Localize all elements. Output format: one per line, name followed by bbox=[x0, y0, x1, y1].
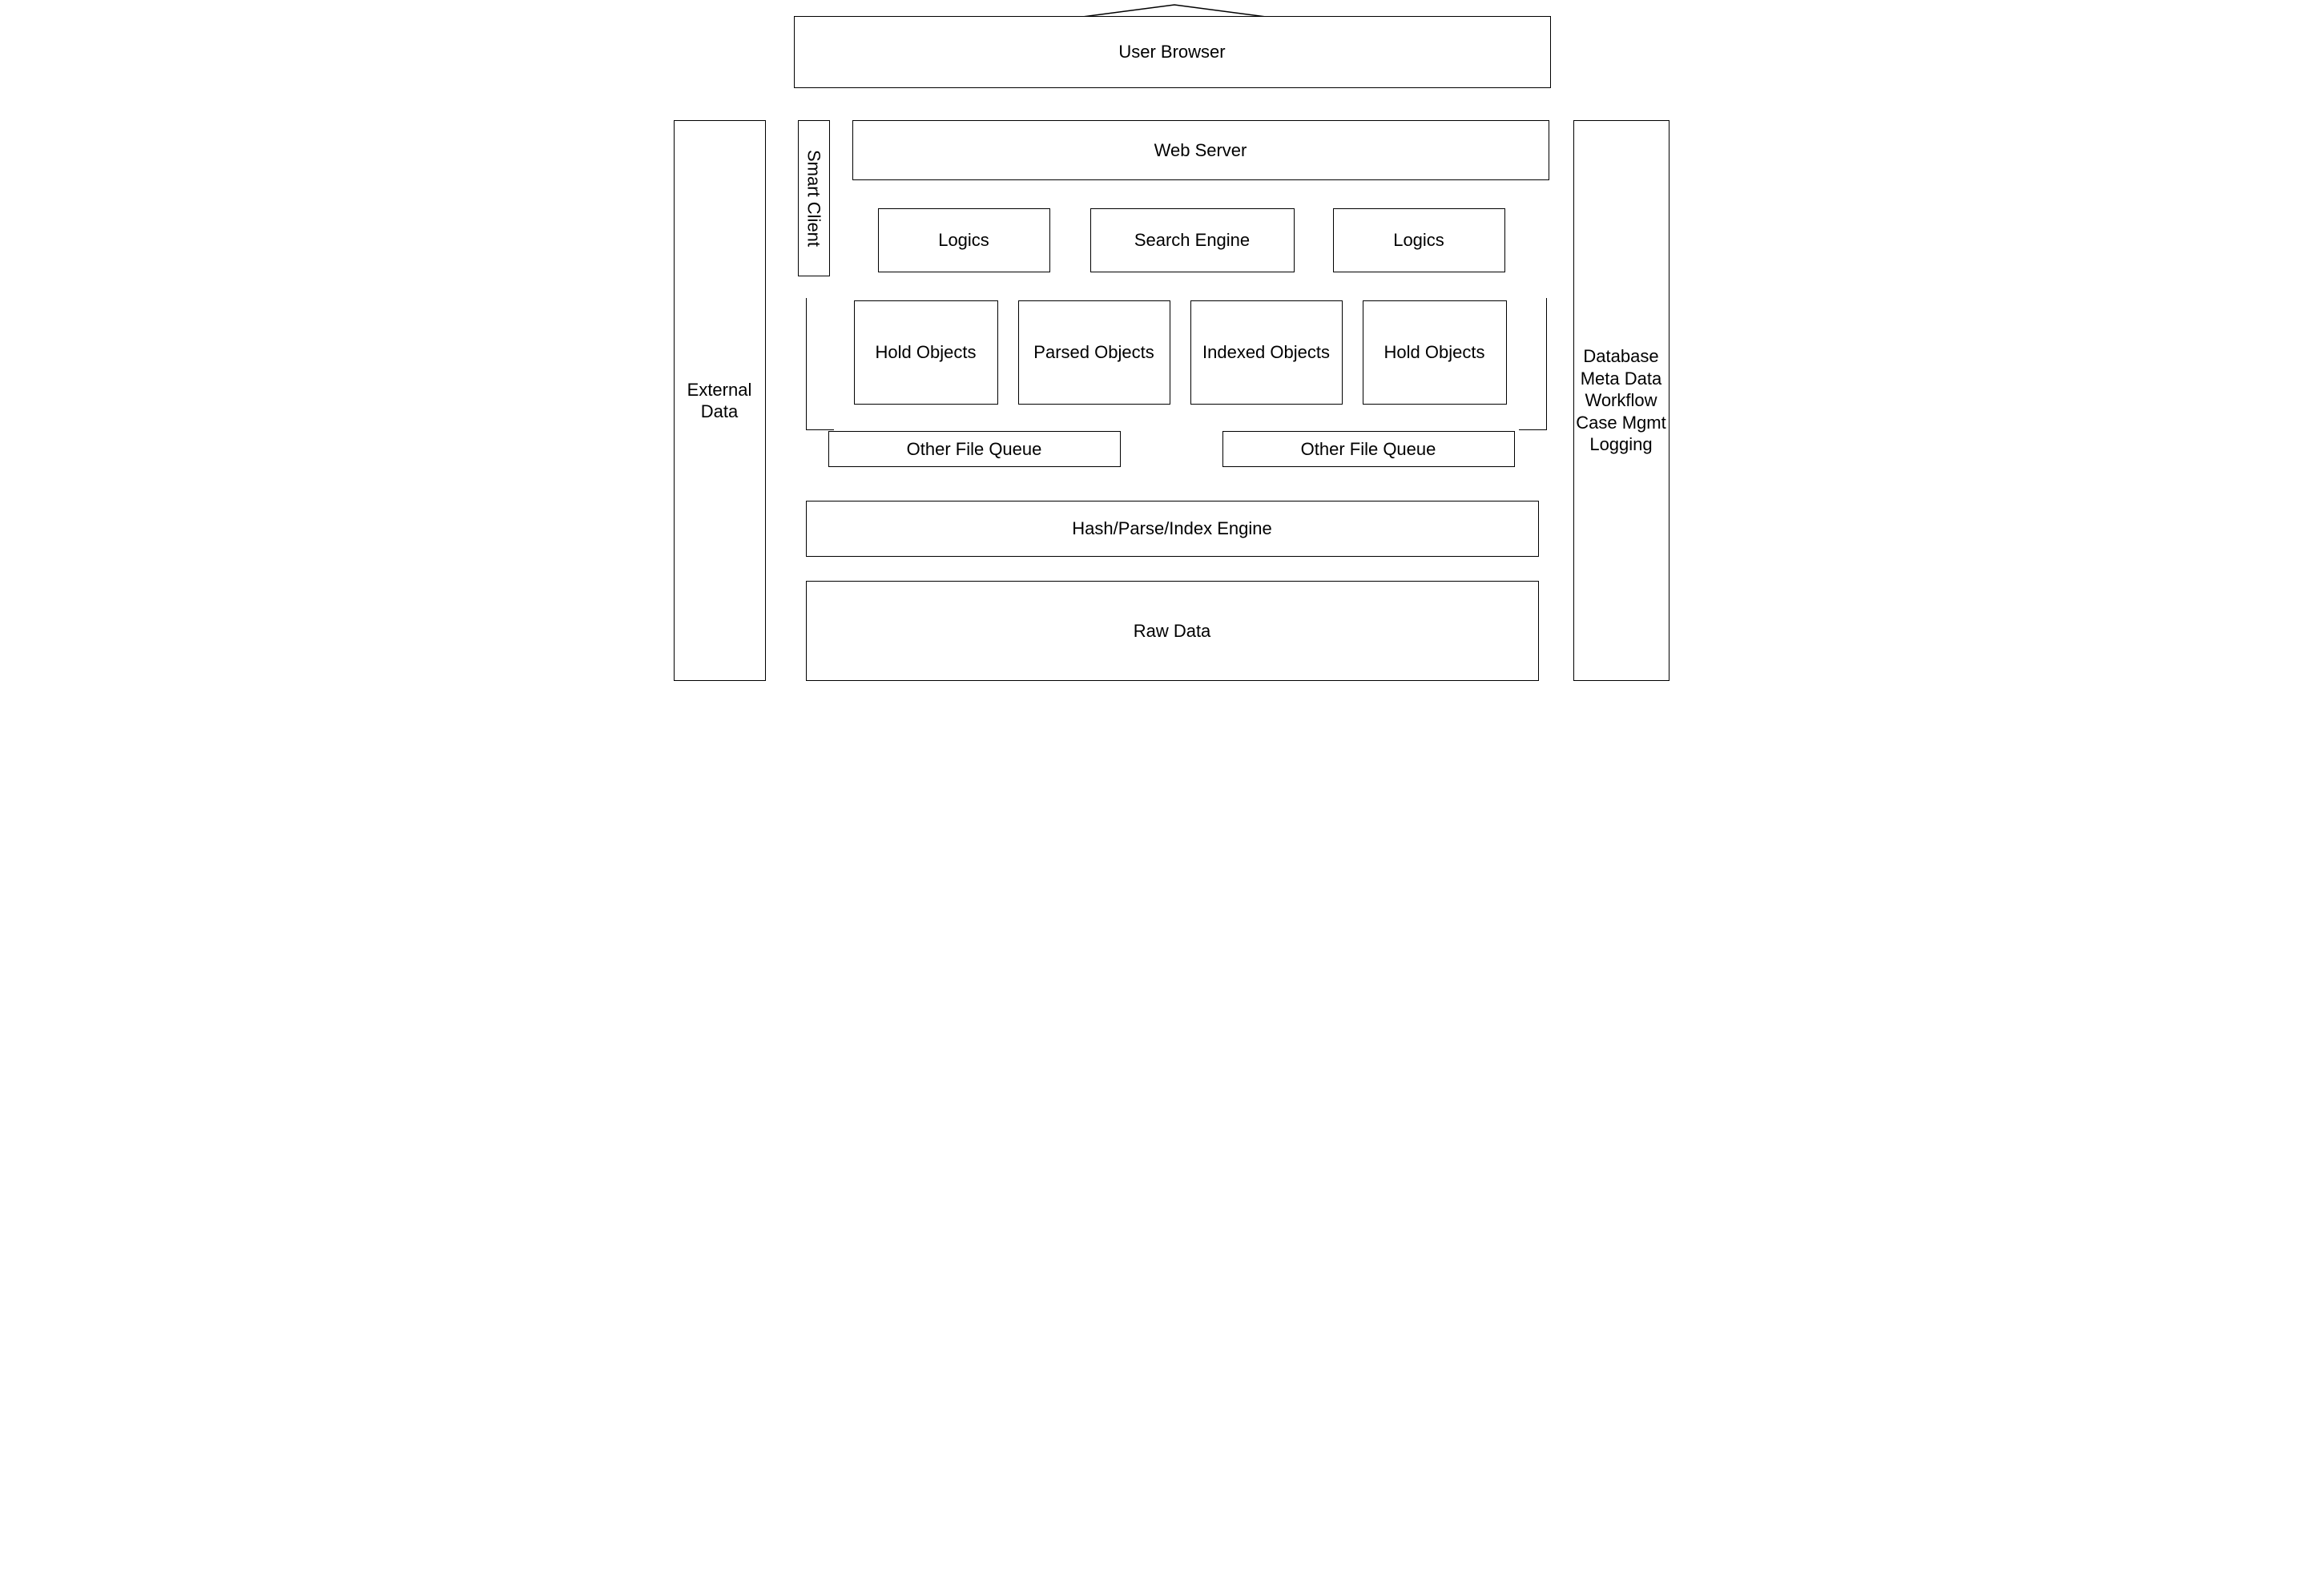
external-data-line1: External bbox=[687, 379, 752, 401]
external-data-box: External Data bbox=[674, 120, 766, 681]
database-stack-box: Database Meta Data Workflow Case Mgmt Lo… bbox=[1573, 120, 1669, 681]
db-line5: Logging bbox=[1576, 433, 1665, 456]
smart-client-label: Smart Client bbox=[803, 150, 825, 247]
file-queue-right-box: Other File Queue bbox=[1222, 431, 1515, 467]
external-data-line2: Data bbox=[687, 401, 752, 423]
queue-right-label: Other File Queue bbox=[1301, 438, 1436, 461]
db-line2: Meta Data bbox=[1576, 368, 1665, 390]
web-server-label: Web Server bbox=[1154, 139, 1247, 162]
logics-right-box: Logics bbox=[1333, 208, 1505, 272]
logics-right-label: Logics bbox=[1393, 229, 1444, 252]
db-line1: Database bbox=[1576, 345, 1665, 368]
db-line3: Workflow bbox=[1576, 389, 1665, 412]
parsed-objects-box: Parsed Objects bbox=[1018, 300, 1170, 405]
hold-left-label: Hold Objects bbox=[876, 341, 977, 364]
raw-data-label: Raw Data bbox=[1134, 620, 1211, 642]
logics-left-box: Logics bbox=[878, 208, 1050, 272]
db-line4: Case Mgmt bbox=[1576, 412, 1665, 434]
hold-objects-right-box: Hold Objects bbox=[1363, 300, 1507, 405]
user-browser-box: User Browser bbox=[794, 16, 1551, 88]
architecture-diagram: User Browser External Data Smart Client … bbox=[646, 0, 1679, 701]
indexed-label: Indexed Objects bbox=[1202, 341, 1330, 364]
logics-left-label: Logics bbox=[938, 229, 989, 252]
file-queue-left-box: Other File Queue bbox=[828, 431, 1121, 467]
hash-engine-label: Hash/Parse/Index Engine bbox=[1072, 518, 1272, 540]
hash-parse-index-engine-box: Hash/Parse/Index Engine bbox=[806, 501, 1539, 557]
search-engine-label: Search Engine bbox=[1134, 229, 1250, 252]
right-bracket-icon bbox=[1519, 298, 1547, 430]
parsed-label: Parsed Objects bbox=[1033, 341, 1154, 364]
web-server-box: Web Server bbox=[852, 120, 1549, 180]
raw-data-box: Raw Data bbox=[806, 581, 1539, 681]
user-browser-label: User Browser bbox=[1118, 41, 1225, 63]
left-bracket-icon bbox=[806, 298, 834, 430]
queue-left-label: Other File Queue bbox=[907, 438, 1042, 461]
indexed-objects-box: Indexed Objects bbox=[1190, 300, 1343, 405]
hold-objects-left-box: Hold Objects bbox=[854, 300, 998, 405]
smart-client-box: Smart Client bbox=[798, 120, 830, 276]
hold-right-label: Hold Objects bbox=[1384, 341, 1485, 364]
search-engine-box: Search Engine bbox=[1090, 208, 1295, 272]
